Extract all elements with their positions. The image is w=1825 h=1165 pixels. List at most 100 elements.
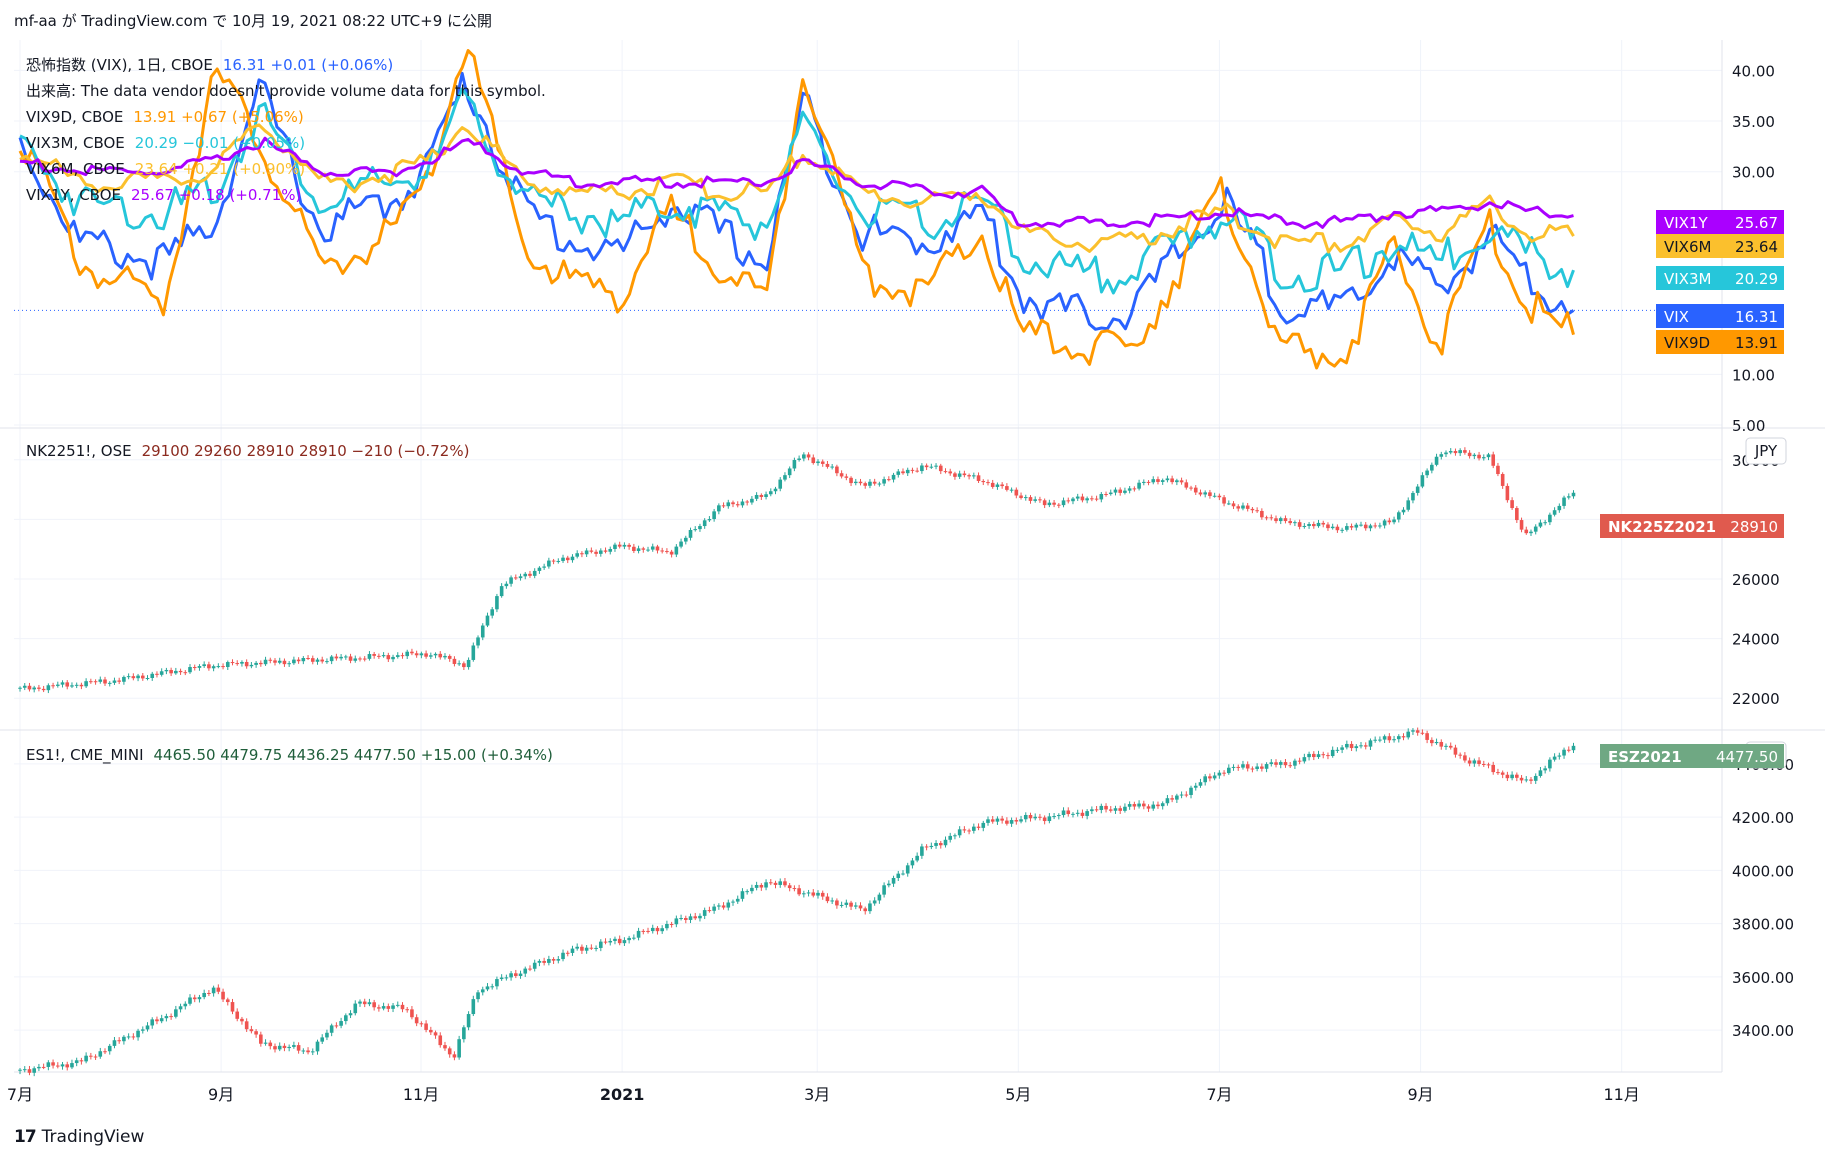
price-tick-label: 3400.00 [1732,1022,1794,1040]
candle-body [22,1069,27,1071]
candle-body [41,1066,46,1068]
candle-body [372,1002,376,1008]
candle-body [504,977,509,979]
candle-body [1363,524,1368,529]
candle-body [495,596,499,610]
candle-body [325,661,329,663]
candle-body [688,916,693,920]
candle-body [1444,745,1448,747]
candle-body [1566,496,1571,498]
candle-body [844,476,849,478]
candle-body [1444,452,1448,455]
candle-body [1302,525,1307,527]
candle-body [433,653,438,656]
candle-body [301,1050,306,1052]
legend-vix9d-values: 13.91 +0.67 (+5.06%) [133,108,303,126]
candle-body [929,845,934,848]
candle-body [622,544,627,547]
candle-body [93,1056,98,1058]
candle-body [188,997,192,1004]
candle-body [485,615,490,626]
candle-body [962,473,967,476]
candle-body [570,948,575,953]
time-tick-label: 11月 [1603,1085,1639,1104]
candle-body [962,829,967,831]
candle-body [712,511,716,520]
candle-body [532,962,537,969]
candle-body [655,927,660,932]
candle-body [830,466,834,468]
candle-body [74,684,79,686]
candle-body [1193,785,1198,788]
candle-body [1014,489,1019,496]
candle-body [938,843,943,846]
candle-body [627,544,631,547]
candle-body [967,830,971,832]
candle-body [164,669,169,672]
candle-body [499,586,504,597]
candle-body [1354,524,1359,528]
candle-body [282,660,287,665]
candle-body [1075,496,1080,499]
candle-body [1524,529,1529,534]
price-tick-label: 35.00 [1732,113,1775,131]
candle-body [353,658,358,661]
candle-body [584,947,589,951]
candle-body [1260,766,1264,769]
candle-body [1293,760,1297,766]
candle-body [1453,747,1458,755]
candle-body [575,946,579,949]
candle-body [1543,522,1547,524]
candle-body [622,940,627,944]
candle-body [122,1036,126,1042]
candle-body [707,519,712,521]
candle-body [296,659,301,662]
legend-es-symbol: ES1!, CME_MINI [26,746,144,765]
candle-body [731,901,735,903]
candle-body [1137,482,1141,489]
candle-body [372,654,376,656]
candle-body [429,655,433,657]
candle-body [457,1039,461,1058]
candle-body [419,1023,424,1025]
footer-brand[interactable]: TradingView [41,1127,145,1147]
price-tick-label: 3600.00 [1732,969,1794,987]
candle-body [820,892,825,897]
candle-body [693,916,698,919]
legend-vix9d-name: VIX9D, CBOE [26,108,123,126]
legend-vix3m-values: 20.29 −0.01 (−0.05%) [135,134,305,152]
price-tag-vix1y [1656,210,1784,234]
candle-body [485,986,490,990]
candle-body [1406,731,1411,738]
candle-body [1142,481,1146,483]
candle-body [65,682,70,687]
candle-body [1392,519,1396,523]
candle-body [1297,760,1302,762]
candle-body [1321,754,1326,756]
candle-body [1241,764,1245,768]
candle-body [159,671,164,675]
candle-body [570,556,575,561]
candle-body [1227,503,1231,505]
candle-body [381,1006,386,1009]
candle-body [1123,490,1127,493]
candle-body [1311,753,1316,758]
nk-currency-badge [1745,437,1787,465]
candle-body [504,583,509,587]
candle-body [1042,817,1047,822]
candle-body [669,923,674,925]
candle-body [41,688,46,691]
candle-body [1071,498,1075,502]
candle-body [1340,529,1344,531]
candle-body [1146,806,1151,809]
candle-body [358,658,362,660]
candle-body [1000,818,1004,821]
candle-body [1477,760,1481,764]
candle-body [1222,497,1226,504]
price-tag-value: 23.64 [1735,238,1778,256]
candle-body [660,928,664,932]
time-tick-label: 7月 [7,1085,33,1104]
candle-body [386,655,391,660]
candle-body [84,1055,88,1062]
candle-body [277,1045,282,1050]
